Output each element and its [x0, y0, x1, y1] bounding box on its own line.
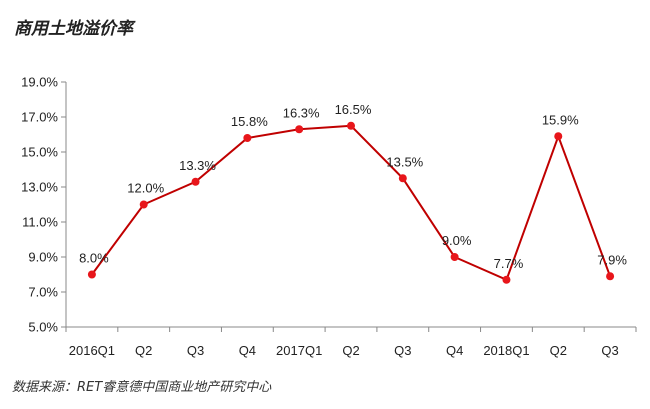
data-label: 16.3%: [283, 105, 320, 120]
series-line: [91, 124, 612, 282]
y-tick-label: 17.0%: [21, 110, 58, 125]
data-point: [502, 275, 511, 284]
x-tick-label: 2016Q1: [69, 343, 115, 358]
x-tick-label: 2018Q1: [483, 343, 529, 358]
x-tick-label: Q3: [187, 343, 204, 358]
data-point: [347, 121, 355, 130]
data-label: 7.9%: [597, 252, 627, 267]
x-tick-label: Q4: [239, 343, 256, 358]
y-tick-label: 13.0%: [21, 180, 58, 195]
data-point: [554, 132, 563, 141]
data-label: 15.9%: [542, 112, 579, 127]
chart-title: 商用土地溢价率: [14, 19, 133, 39]
data-point: [450, 253, 459, 261]
y-tick-label: 5.0%: [28, 320, 58, 335]
x-tick-label: Q3: [601, 343, 618, 358]
x-tick-label: Q2: [342, 343, 359, 358]
data-label: 15.8%: [231, 114, 268, 129]
data-point: [295, 125, 304, 134]
y-tick-label: 11.0%: [22, 215, 58, 230]
data-point: [191, 177, 200, 186]
data-label: 7.7%: [494, 256, 524, 271]
x-tick-label: 2017Q1: [276, 343, 322, 358]
data-point: [243, 134, 252, 142]
data-point: [139, 200, 148, 209]
x-tick-label: Q2: [135, 343, 152, 358]
data-label: 9.0%: [442, 233, 472, 248]
data-label: 8.0%: [79, 251, 109, 266]
data-label: 16.5%: [335, 102, 372, 117]
data-point: [87, 270, 96, 279]
y-tick-label: 9.0%: [28, 250, 58, 265]
data-label: 13.5%: [386, 154, 423, 169]
y-tick-label: 19.0%: [21, 75, 58, 90]
y-tick-label: 15.0%: [21, 145, 58, 160]
x-tick-label: Q4: [446, 343, 463, 358]
data-label: 12.0%: [127, 181, 164, 196]
source-note: 数据来源：RET睿意德中国商业地产研究中心: [12, 380, 272, 395]
y-tick-label: 7.0%: [28, 285, 58, 300]
x-tick-label: Q3: [394, 343, 411, 358]
data-label: 13.3%: [179, 158, 216, 173]
data-point: [398, 174, 407, 183]
x-tick-label: Q2: [550, 343, 567, 358]
data-point: [606, 272, 615, 281]
